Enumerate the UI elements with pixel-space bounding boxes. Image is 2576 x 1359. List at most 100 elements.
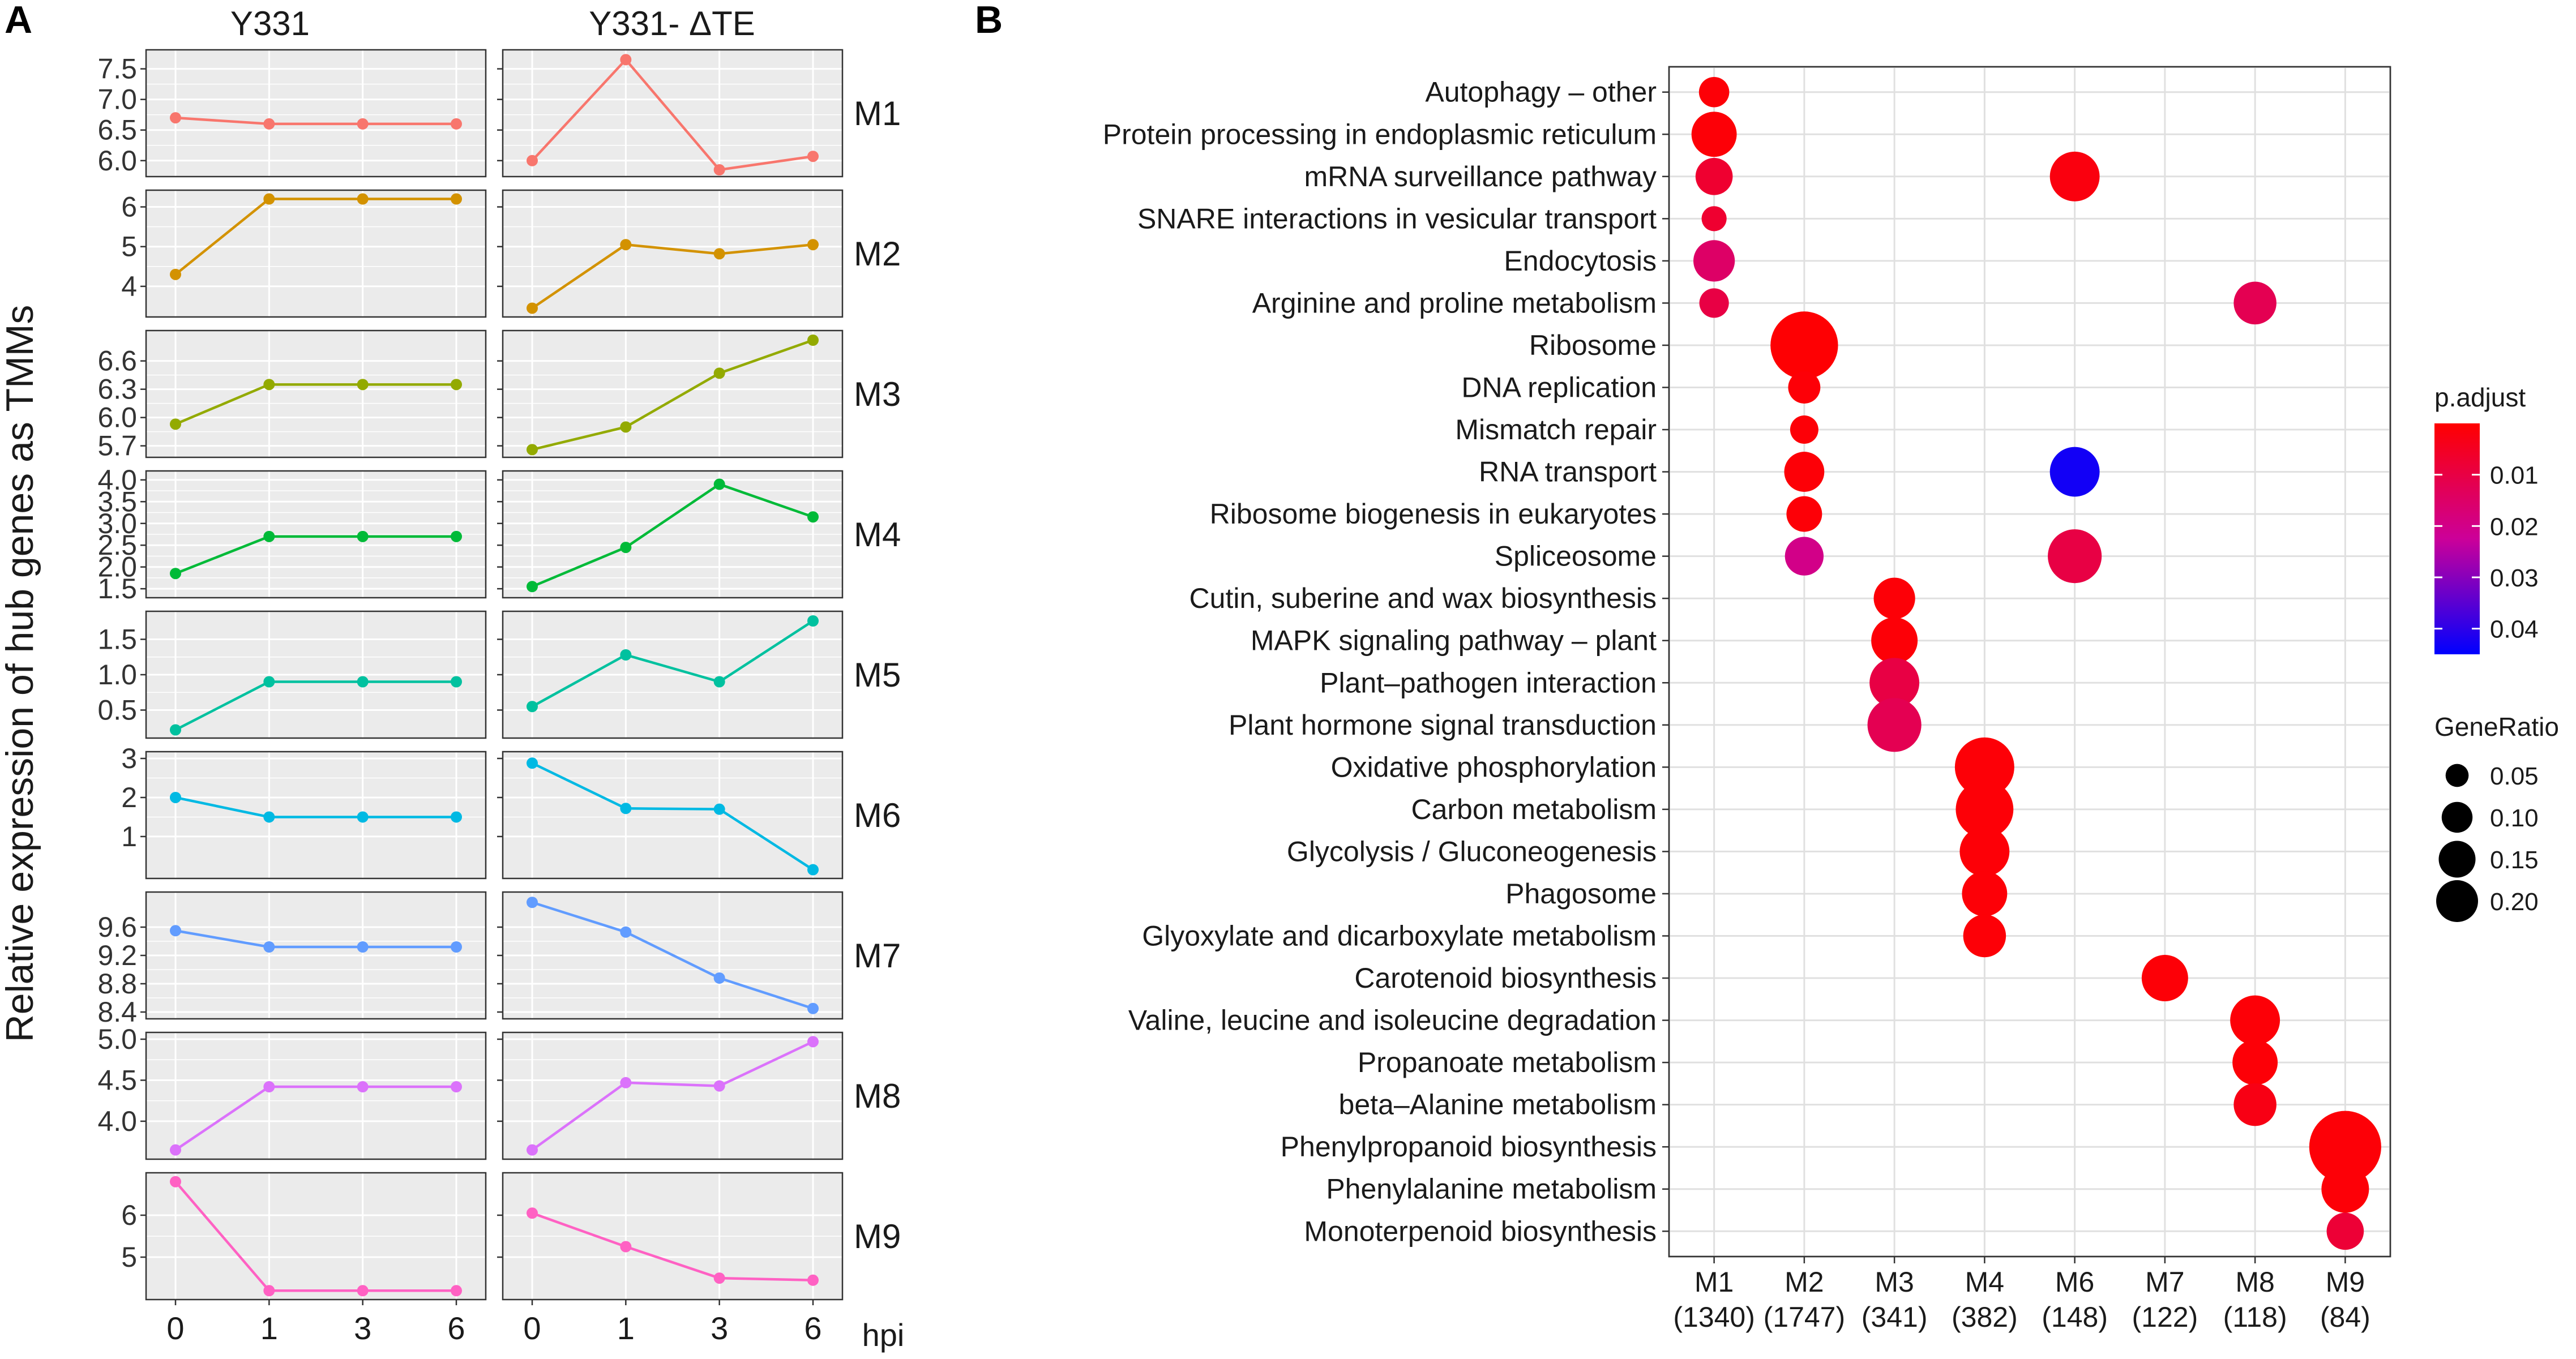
pathway-label: SNARE interactions in vesicular transpor… bbox=[1137, 203, 1657, 234]
pathway-label: Endocytosis bbox=[1504, 245, 1657, 277]
x-tick-label: 1 bbox=[617, 1310, 635, 1346]
data-point bbox=[451, 530, 462, 542]
y-tick-label: 2 bbox=[121, 782, 137, 813]
line-panel-m8-strain-2 bbox=[497, 1031, 844, 1160]
panel-a-x-axis-label: hpi bbox=[862, 1317, 905, 1353]
series-line-m9 bbox=[532, 1212, 814, 1282]
enrichment-dot bbox=[1955, 780, 2014, 838]
data-point bbox=[263, 118, 275, 130]
module-label-m4: M4 bbox=[854, 516, 901, 554]
panel-border bbox=[145, 751, 487, 880]
pathway-label: mRNA surveillance pathway bbox=[1304, 161, 1657, 192]
data-point bbox=[527, 757, 538, 769]
pathway-label: Mismatch repair bbox=[1455, 414, 1657, 445]
y-tick-label: 1.5 bbox=[97, 573, 137, 605]
y-tick-label: 4.0 bbox=[97, 1105, 137, 1137]
data-point bbox=[713, 367, 725, 379]
module-label-m3: M3 bbox=[854, 375, 901, 413]
data-point bbox=[527, 701, 538, 713]
data-point bbox=[713, 164, 725, 175]
data-point bbox=[807, 511, 819, 523]
enrichment-dot bbox=[2321, 1165, 2369, 1213]
module-label-m7: M7 bbox=[854, 937, 901, 975]
module-tick-label: M7 bbox=[2145, 1266, 2184, 1298]
line-panel-m8-strain-1: 4.0 4.5 5.0 bbox=[97, 1023, 487, 1160]
series-line-m3 bbox=[175, 383, 456, 426]
data-point bbox=[620, 803, 632, 814]
pathway-label: beta–Alanine metabolism bbox=[1339, 1089, 1657, 1121]
data-point bbox=[170, 791, 181, 803]
panel-a-line-charts: Y331 Y331- ΔTE Relative expression of hu… bbox=[0, 5, 904, 1353]
data-point bbox=[451, 379, 462, 391]
y-tick-label: 4.0 bbox=[97, 464, 137, 496]
size-legend-label: 0.10 bbox=[2490, 804, 2539, 832]
enrichment-dot bbox=[2326, 1212, 2364, 1250]
module-label-m2: M2 bbox=[854, 235, 901, 273]
data-point bbox=[807, 1002, 819, 1014]
panel-background bbox=[503, 752, 842, 878]
colorbar-tick-label: 0.03 bbox=[2490, 564, 2539, 592]
panel-background bbox=[146, 331, 486, 457]
line-panel-m5-strain-2 bbox=[497, 610, 844, 739]
panel-border bbox=[502, 1172, 844, 1301]
line-panel-m7-strain-1: 8.48.89.29.6 bbox=[97, 891, 487, 1028]
colorbar-tick-label: 0.04 bbox=[2490, 616, 2539, 644]
y-tick-label: 4 bbox=[121, 271, 137, 302]
panel-border bbox=[502, 329, 844, 458]
data-point bbox=[807, 239, 819, 251]
y-tick-label: 3.5 bbox=[97, 486, 137, 517]
panel-border bbox=[145, 329, 487, 458]
y-tick-label: 4.5 bbox=[97, 1064, 137, 1096]
data-point bbox=[357, 193, 369, 205]
data-point bbox=[357, 1285, 369, 1297]
line-panel-m4-strain-1: 1.52.02.53.03.54.0 bbox=[97, 464, 487, 605]
series-line-m4 bbox=[175, 535, 456, 575]
y-tick-label: 6 bbox=[121, 1199, 137, 1231]
x-tick-label: 6 bbox=[804, 1310, 821, 1346]
series-line-m6 bbox=[532, 762, 814, 871]
line-panel-m7-strain-2 bbox=[497, 891, 844, 1020]
pathway-label: Ribosome biogenesis in eukaryotes bbox=[1210, 498, 1657, 530]
pathway-label: Protein processing in endoplasmic reticu… bbox=[1103, 118, 1657, 150]
size-legend-label: 0.05 bbox=[2490, 762, 2539, 790]
enrichment-dot bbox=[1790, 415, 1818, 444]
pathway-label: Oxidative phosphorylation bbox=[1331, 751, 1657, 783]
data-point bbox=[263, 1081, 275, 1093]
size-legend-label: 0.15 bbox=[2490, 846, 2539, 874]
panel-border bbox=[145, 189, 487, 318]
panel-border bbox=[145, 1031, 487, 1160]
data-point bbox=[527, 444, 538, 456]
y-tick-label: 9.2 bbox=[97, 940, 137, 971]
data-point bbox=[263, 676, 275, 688]
pathway-label: Propanoate metabolism bbox=[1358, 1047, 1657, 1078]
enrichment-dot bbox=[2233, 281, 2277, 325]
y-tick-label: 1.0 bbox=[97, 659, 137, 691]
data-point bbox=[527, 155, 538, 166]
y-tick-label: 9.6 bbox=[97, 911, 137, 943]
line-panel-m3-strain-2 bbox=[497, 329, 844, 458]
enrichment-dot bbox=[2233, 1083, 2277, 1126]
data-point bbox=[713, 803, 725, 815]
size-legend-dot bbox=[2436, 880, 2478, 922]
data-point bbox=[263, 941, 275, 953]
data-point bbox=[620, 239, 632, 251]
x-tick-label: 3 bbox=[711, 1310, 728, 1346]
data-point bbox=[527, 302, 538, 314]
y-tick-label: 6.5 bbox=[97, 114, 137, 146]
data-point bbox=[527, 1207, 538, 1219]
series-line-m2 bbox=[531, 243, 814, 310]
panel-b-letter: B bbox=[975, 0, 1003, 41]
module-count-label: (84) bbox=[2320, 1301, 2370, 1333]
series-line-m5 bbox=[531, 620, 814, 708]
enrichment-dot bbox=[1788, 371, 1821, 404]
data-point bbox=[357, 811, 369, 823]
data-point bbox=[451, 676, 462, 688]
panel-b-dot-plot: Autophagy – other Protein processing in e… bbox=[1103, 66, 2391, 1333]
module-count-label: (118) bbox=[2223, 1301, 2287, 1333]
y-tick-label: 0.5 bbox=[97, 694, 137, 726]
data-point bbox=[713, 676, 725, 688]
module-tick-label: M4 bbox=[1965, 1266, 2004, 1298]
pathway-label: DNA replication bbox=[1461, 371, 1657, 403]
module-count-label: (1747) bbox=[1764, 1301, 1846, 1333]
module-count-label: (341) bbox=[1862, 1301, 1928, 1333]
